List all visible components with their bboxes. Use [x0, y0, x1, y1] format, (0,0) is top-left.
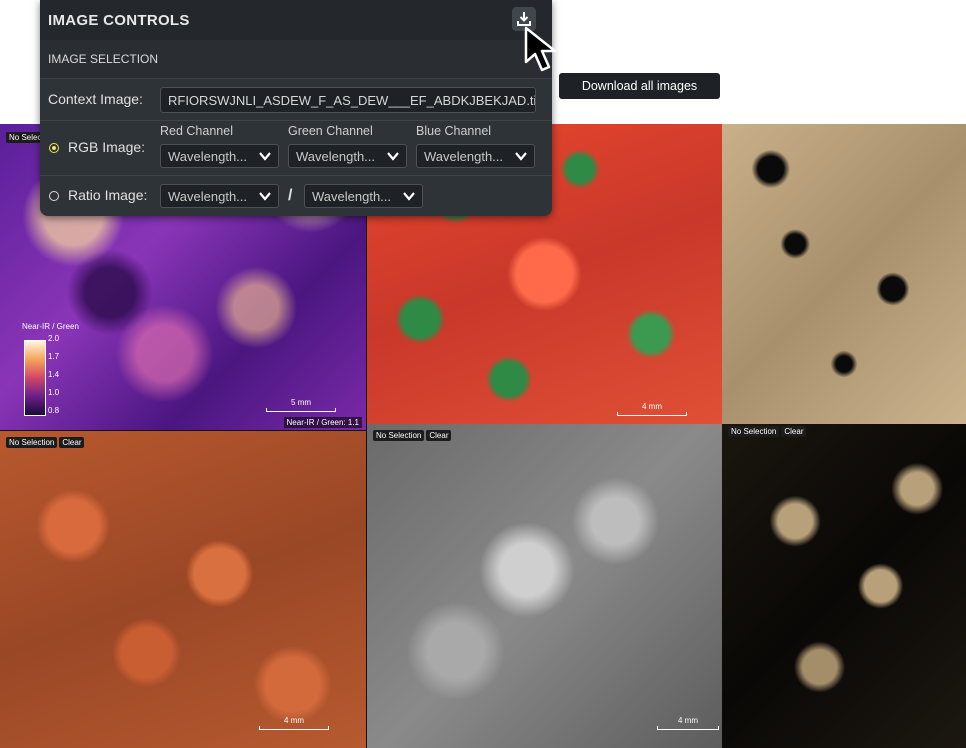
scale-bar: 4 mm	[657, 716, 719, 730]
context-image-row: Context Image: RFIORSWJNLI_ASDEW_F_AS_DE…	[40, 80, 552, 121]
colorbar	[24, 340, 46, 416]
section-heading: IMAGE SELECTION	[40, 40, 552, 79]
context-image-label: Context Image:	[48, 91, 143, 107]
mask-image-tile[interactable]: No Selection Clear	[722, 424, 966, 748]
red-channel-label: Red Channel	[160, 124, 233, 138]
image-controls-panel: IMAGE CONTROLS IMAGE SELECTION Context I…	[40, 0, 552, 216]
chevron-down-icon	[259, 152, 271, 161]
legend-tick: 1.7	[48, 352, 60, 361]
legend-title: Near-IR / Green	[22, 322, 79, 331]
download-tooltip: Download all images	[559, 73, 720, 99]
colorbar-legend: Near-IR / Green 2.0 1.7 1.4 1.0 0.8	[22, 322, 79, 416]
green-channel-dropdown[interactable]: Wavelength...	[288, 144, 407, 168]
green-channel-label: Green Channel	[288, 124, 373, 138]
dropdown-value: Wavelength...	[296, 148, 376, 164]
chevron-down-icon	[515, 152, 527, 161]
blue-channel-dropdown[interactable]: Wavelength...	[416, 144, 535, 168]
selection-dropdown[interactable]: No Selection	[6, 437, 58, 448]
dropdown-value: Wavelength...	[312, 188, 392, 204]
ratio-numerator-dropdown[interactable]: Wavelength...	[160, 184, 279, 208]
context-image-field[interactable]: RFIORSWJNLI_ASDEW_F_AS_DEW___EF_ABDKJBEK…	[160, 87, 536, 113]
rgb-image-label: RGB Image:	[68, 139, 146, 155]
pixel-value-readout: Near-IR / Green: 1.1	[283, 417, 362, 428]
legend-tick: 2.0	[48, 334, 60, 343]
ratio-image-row: Ratio Image: Wavelength... / Wavelength.…	[40, 175, 552, 215]
panel-title: IMAGE CONTROLS	[48, 11, 190, 29]
clear-button[interactable]: Clear	[426, 430, 452, 441]
clear-button[interactable]: Clear	[59, 437, 85, 448]
ratio-denominator-dropdown[interactable]: Wavelength...	[304, 184, 423, 208]
dropdown-value: Wavelength...	[168, 188, 248, 204]
ratio-image-label: Ratio Image:	[68, 187, 148, 203]
selection-dropdown[interactable]: No Selection	[728, 426, 780, 437]
mouse-pointer-icon	[524, 26, 557, 72]
image-grid: No Selection Near-IR / Green 2.0 1.7 1.4…	[0, 124, 966, 748]
legend-tick: 1.0	[48, 388, 60, 397]
selection-dropdown[interactable]: No Selection	[373, 430, 425, 441]
mask-image-tile[interactable]	[722, 124, 966, 424]
chevron-down-icon	[259, 192, 271, 201]
blue-channel-label: Blue Channel	[416, 124, 492, 138]
chevron-down-icon	[387, 152, 399, 161]
selection-dropdown[interactable]: No Selection	[6, 132, 58, 143]
clear-button[interactable]: Clear	[781, 426, 807, 437]
legend-tick: 1.4	[48, 370, 60, 379]
download-icon	[517, 12, 531, 26]
dropdown-value: Wavelength...	[424, 148, 504, 164]
dropdown-value: Wavelength...	[168, 148, 248, 164]
ratio-divider: /	[288, 187, 293, 204]
scale-bar: 4 mm	[259, 716, 329, 730]
scale-bar: 5 mm	[266, 398, 336, 412]
red-channel-dropdown[interactable]: Wavelength...	[160, 144, 279, 168]
panel-header: IMAGE CONTROLS	[40, 0, 552, 40]
legend-tick: 0.8	[48, 406, 60, 415]
download-all-button[interactable]	[512, 7, 536, 31]
context-image-tile[interactable]: No Selection Clear 4 mm	[0, 431, 366, 748]
rgb-image-radio[interactable]	[49, 143, 59, 153]
scale-bar: 4 mm	[617, 402, 687, 416]
ratio-image-radio[interactable]	[49, 191, 59, 201]
rgb-image-row: RGB Image: Red Channel Green Channel Blu…	[40, 120, 552, 176]
chevron-down-icon	[403, 192, 415, 201]
grayscale-image-tile[interactable]: No Selection Clear 4 mm	[367, 424, 722, 748]
